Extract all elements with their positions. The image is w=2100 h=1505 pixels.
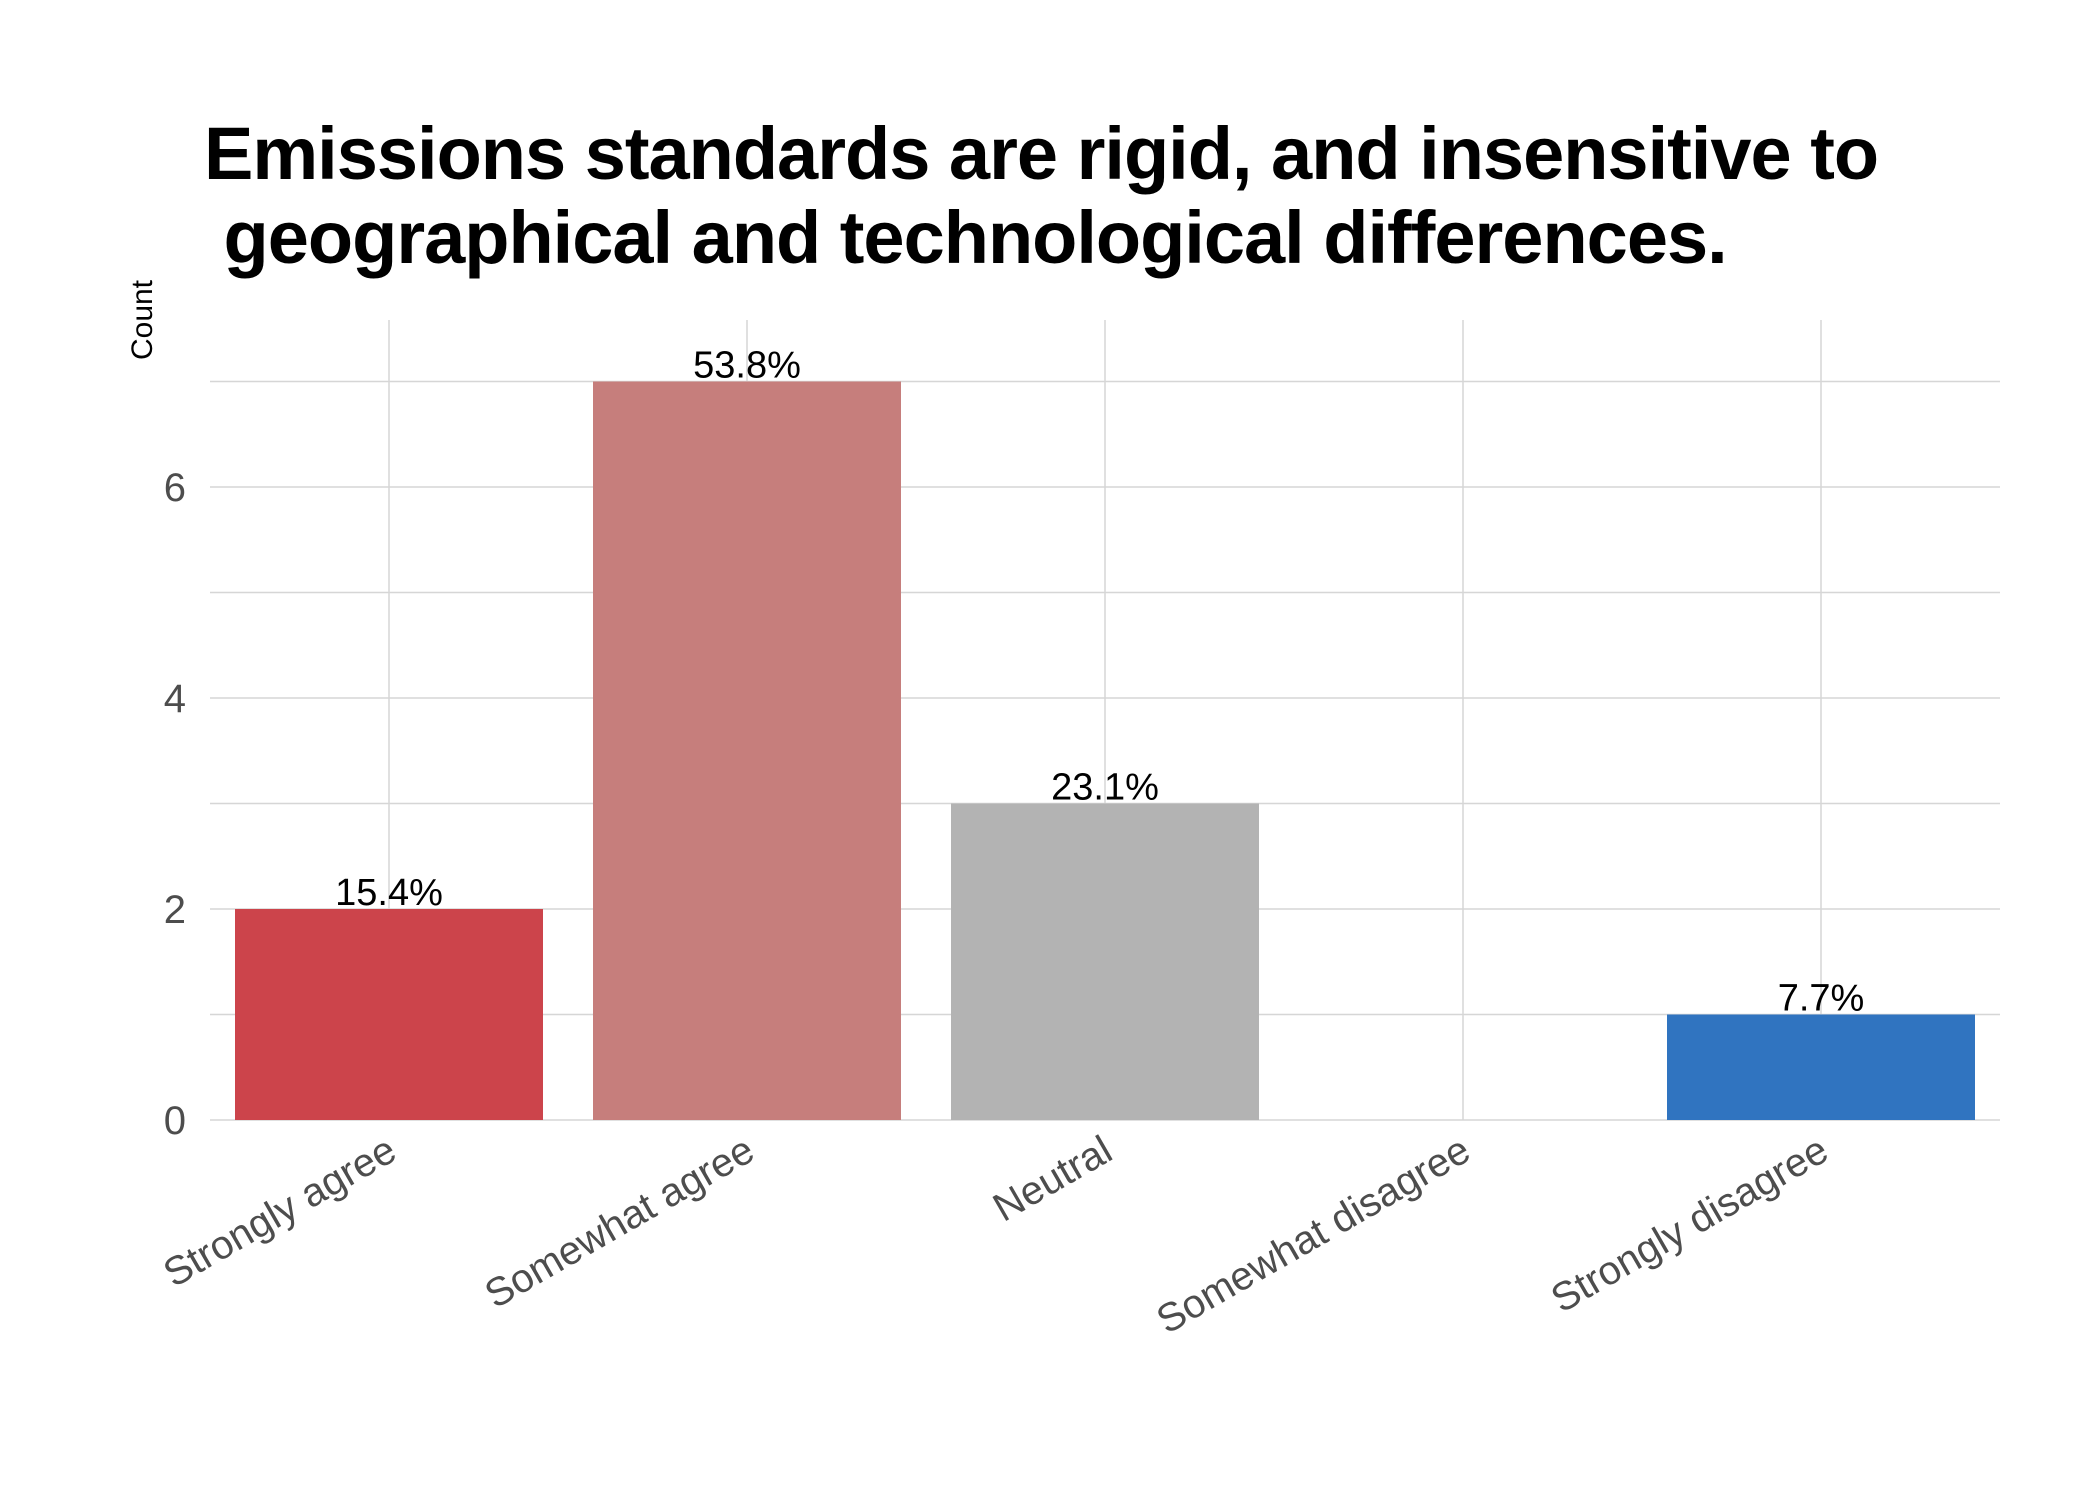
x-tick-label: Somewhat disagree <box>1149 1128 1477 1343</box>
y-tick-label: 0 <box>164 1099 186 1143</box>
y-axis-title: Count <box>126 279 159 360</box>
bar-value-label: 7.7% <box>1778 978 1865 1020</box>
y-tick-label: 2 <box>164 888 186 932</box>
x-tick-label: Somewhat agree <box>478 1128 762 1317</box>
x-tick-label: Strongly agree <box>156 1128 403 1296</box>
bar <box>1667 1014 1975 1120</box>
x-tick-label: Neutral <box>986 1128 1120 1231</box>
y-tick-label: 4 <box>164 677 186 721</box>
bars <box>235 381 1975 1120</box>
x-axis: Strongly agree Somewhat agree Neutral Somew… <box>156 1128 1835 1343</box>
bar-labels: 15.4% 53.8% 23.1% 7.7% <box>335 345 1864 1020</box>
chart-title: Emissions standards are rigid, and insen… <box>204 112 1879 279</box>
bar <box>235 909 543 1120</box>
bar <box>951 803 1259 1120</box>
bar <box>593 381 901 1120</box>
y-axis: 0 2 4 6 <box>164 466 186 1143</box>
bar-value-label: 23.1% <box>1051 767 1159 809</box>
bar-value-label: 15.4% <box>335 872 443 914</box>
x-tick-label: Strongly disagree <box>1544 1128 1836 1322</box>
bar-value-label: 53.8% <box>693 345 801 387</box>
y-tick-label: 6 <box>164 466 186 510</box>
